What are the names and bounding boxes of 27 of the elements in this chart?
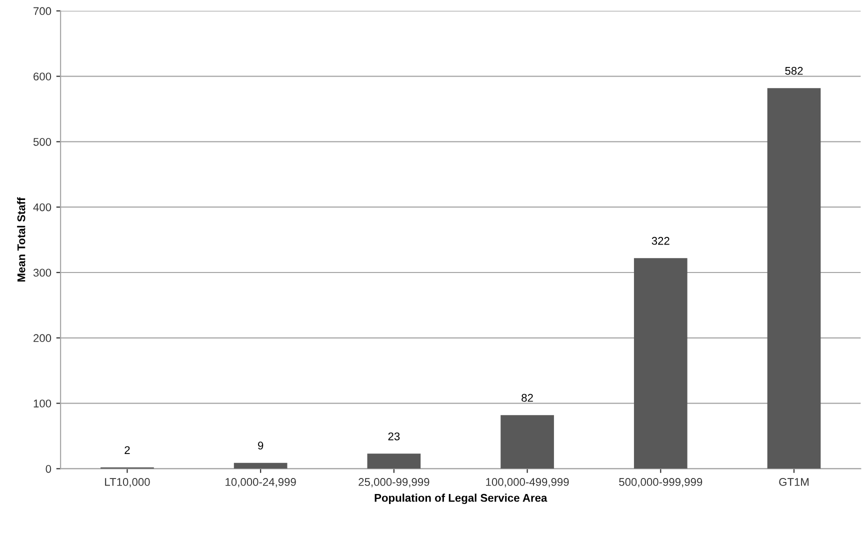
y-tick-label: 400 [33,203,52,212]
data-label: 2 [124,446,130,454]
x-tick-label: GT1M [779,478,809,486]
x-tick-label: LT10,000 [105,478,150,488]
y-tick-label: 700 [34,7,52,16]
y-axis-title: Mean Total Staff [17,197,26,282]
x-tick-label: 25,000-99,999 [358,478,430,488]
x-tick-label: 500,000-999,999 [619,478,702,488]
bar [500,415,554,469]
x-tick-label: 10,000-24,999 [226,478,296,488]
data-label: 82 [522,394,533,402]
y-tick-label: 200 [34,334,52,342]
data-label: 23 [388,432,400,440]
bar [634,258,688,469]
bar [234,462,288,469]
data-label: 582 [785,66,803,75]
bar [367,454,421,469]
bar [767,88,821,469]
data-label: 9 [258,442,264,450]
x-axis-title: Population of Legal Service Area [374,494,548,504]
y-tick-label: 100 [34,400,52,408]
y-tick-label: 600 [34,72,52,80]
data-label: 322 [652,236,670,245]
y-tick-label: 0 [46,464,52,473]
y-tick-label: 500 [33,138,52,146]
y-tick-label: 300 [33,268,52,277]
x-tick-label: 100,000-499,999 [486,478,569,488]
